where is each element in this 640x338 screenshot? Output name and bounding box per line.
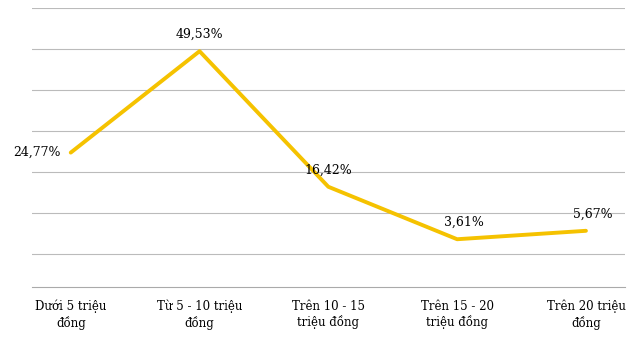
Text: 3,61%: 3,61% — [444, 216, 483, 229]
Text: 16,42%: 16,42% — [305, 164, 352, 176]
Text: 49,53%: 49,53% — [176, 28, 223, 41]
Text: 5,67%: 5,67% — [573, 208, 612, 221]
Text: 24,77%: 24,77% — [13, 146, 60, 159]
